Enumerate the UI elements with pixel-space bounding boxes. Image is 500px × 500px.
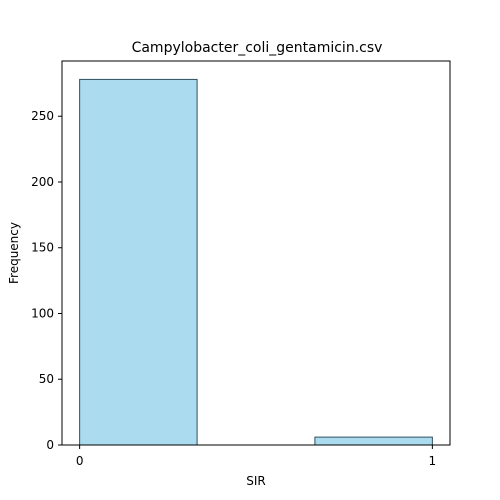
- histogram-bar-0: [79, 78, 198, 446]
- y-axis-label: Frequency: [7, 222, 21, 284]
- y-tick-label-5: 250: [31, 109, 54, 123]
- x-axis-label: SIR: [246, 474, 266, 488]
- y-tick-label-2: 100: [31, 306, 54, 320]
- bars-group: [79, 78, 433, 446]
- histogram-bar-1: [314, 436, 433, 446]
- plot-frame: [61, 60, 451, 446]
- y-tick-label-4: 200: [31, 175, 54, 189]
- y-axis-ticks: 0 50 100 150 200 250: [31, 109, 62, 452]
- y-tick-label-0: 0: [46, 438, 54, 452]
- x-tick-label-0: 0: [76, 454, 84, 468]
- x-tick-label-1: 1: [429, 454, 437, 468]
- y-tick-label-1: 50: [39, 372, 54, 386]
- y-tick-label-3: 150: [31, 241, 54, 255]
- chart-title: Campylobacter_coli_gentamicin.csv: [132, 40, 383, 56]
